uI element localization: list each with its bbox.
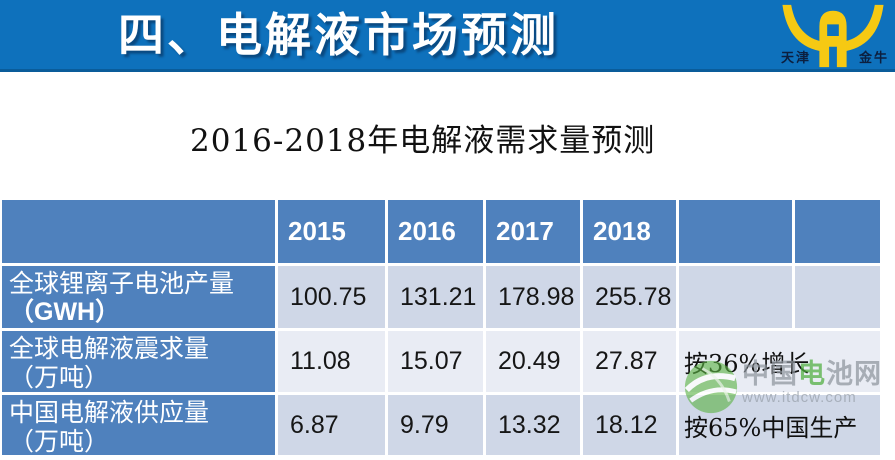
table-cell: 100.75 (278, 266, 385, 328)
row-label-electrolyte-demand: 全球电解液震求量 （万吨） (2, 331, 275, 392)
table-cell: 9.79 (388, 395, 483, 455)
table-cell: 27.87 (583, 331, 676, 392)
header-year-2018: 2018 (583, 200, 676, 263)
header-empty-cell (795, 200, 880, 263)
header-year-2016: 2016 (388, 200, 483, 263)
table-cell: 15.07 (388, 331, 483, 392)
table-cell: 131.21 (388, 266, 483, 328)
company-logo: 天津 金牛 (773, 1, 893, 71)
table-cell: 20.49 (486, 331, 580, 392)
table-cell: 6.87 (278, 395, 385, 455)
table-cell: 18.12 (583, 395, 676, 455)
header-empty-cell (679, 200, 792, 263)
header-corner-cell (2, 200, 275, 263)
logo-text-tianjin: 天津 (781, 51, 812, 66)
row-label-battery-output: 全球锂离子电池产量 （GWH） (2, 266, 275, 328)
table-cell: 11.08 (278, 331, 385, 392)
table-empty-cell (795, 266, 880, 328)
table-note-cell (679, 266, 792, 328)
logo-text-jinniu: 金牛 (858, 51, 889, 66)
table-title: 2016-2018年电解液需求量预测 (190, 123, 656, 159)
production-note: 按65%中国生产 (679, 395, 880, 455)
slide-title: 四、电解液市场预测 (118, 9, 559, 61)
header-year-2015: 2015 (278, 200, 385, 263)
header-year-2017: 2017 (486, 200, 580, 263)
forecast-table: 2015 2016 2017 2018 全球锂离子电池产量 （GWH） 100.… (2, 200, 880, 456)
row-label-china-supply: 中国电解液供应量 （万吨） (2, 395, 275, 456)
table-cell: 255.78 (583, 266, 676, 328)
growth-note: 按36%增长 (679, 331, 880, 392)
title-banner: 四、电解液市场预测 天津 金牛 (0, 0, 895, 72)
table-cell: 178.98 (486, 266, 580, 328)
table-cell: 13.32 (486, 395, 580, 455)
